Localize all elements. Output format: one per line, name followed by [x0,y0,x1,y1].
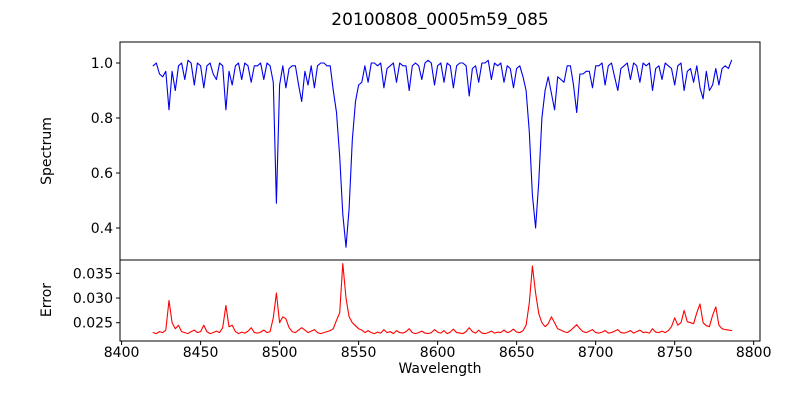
chart-title: 20100808_0005m59_085 [331,10,549,30]
y-tick-label: 0.025 [73,316,113,332]
y-tick-label: 0.035 [73,266,113,282]
y-tick-label: 0.6 [91,166,113,182]
x-axis-label: Wavelength [398,361,482,377]
y-tick-label: 0.4 [91,221,113,237]
y-tick-label: 1.0 [91,56,113,72]
y-axis-label-error: Error [39,282,55,318]
y-tick-label: 0.8 [91,111,113,127]
x-tick-label: 8400 [104,345,140,361]
x-tick-label: 8700 [578,345,614,361]
x-tick-label: 8650 [499,345,535,361]
x-tick-label: 8750 [657,345,693,361]
spectrum-line [152,59,733,248]
x-tick-label: 8450 [183,345,219,361]
x-tick-label: 8550 [341,345,377,361]
x-tick-label: 8800 [736,345,772,361]
y-tick-label: 0.030 [73,291,113,307]
x-tick-label: 8500 [262,345,298,361]
top-panel-spines [119,41,761,261]
x-tick-label: 8600 [420,345,456,361]
bottom-panel-spines [119,259,761,342]
error-line [152,262,733,335]
